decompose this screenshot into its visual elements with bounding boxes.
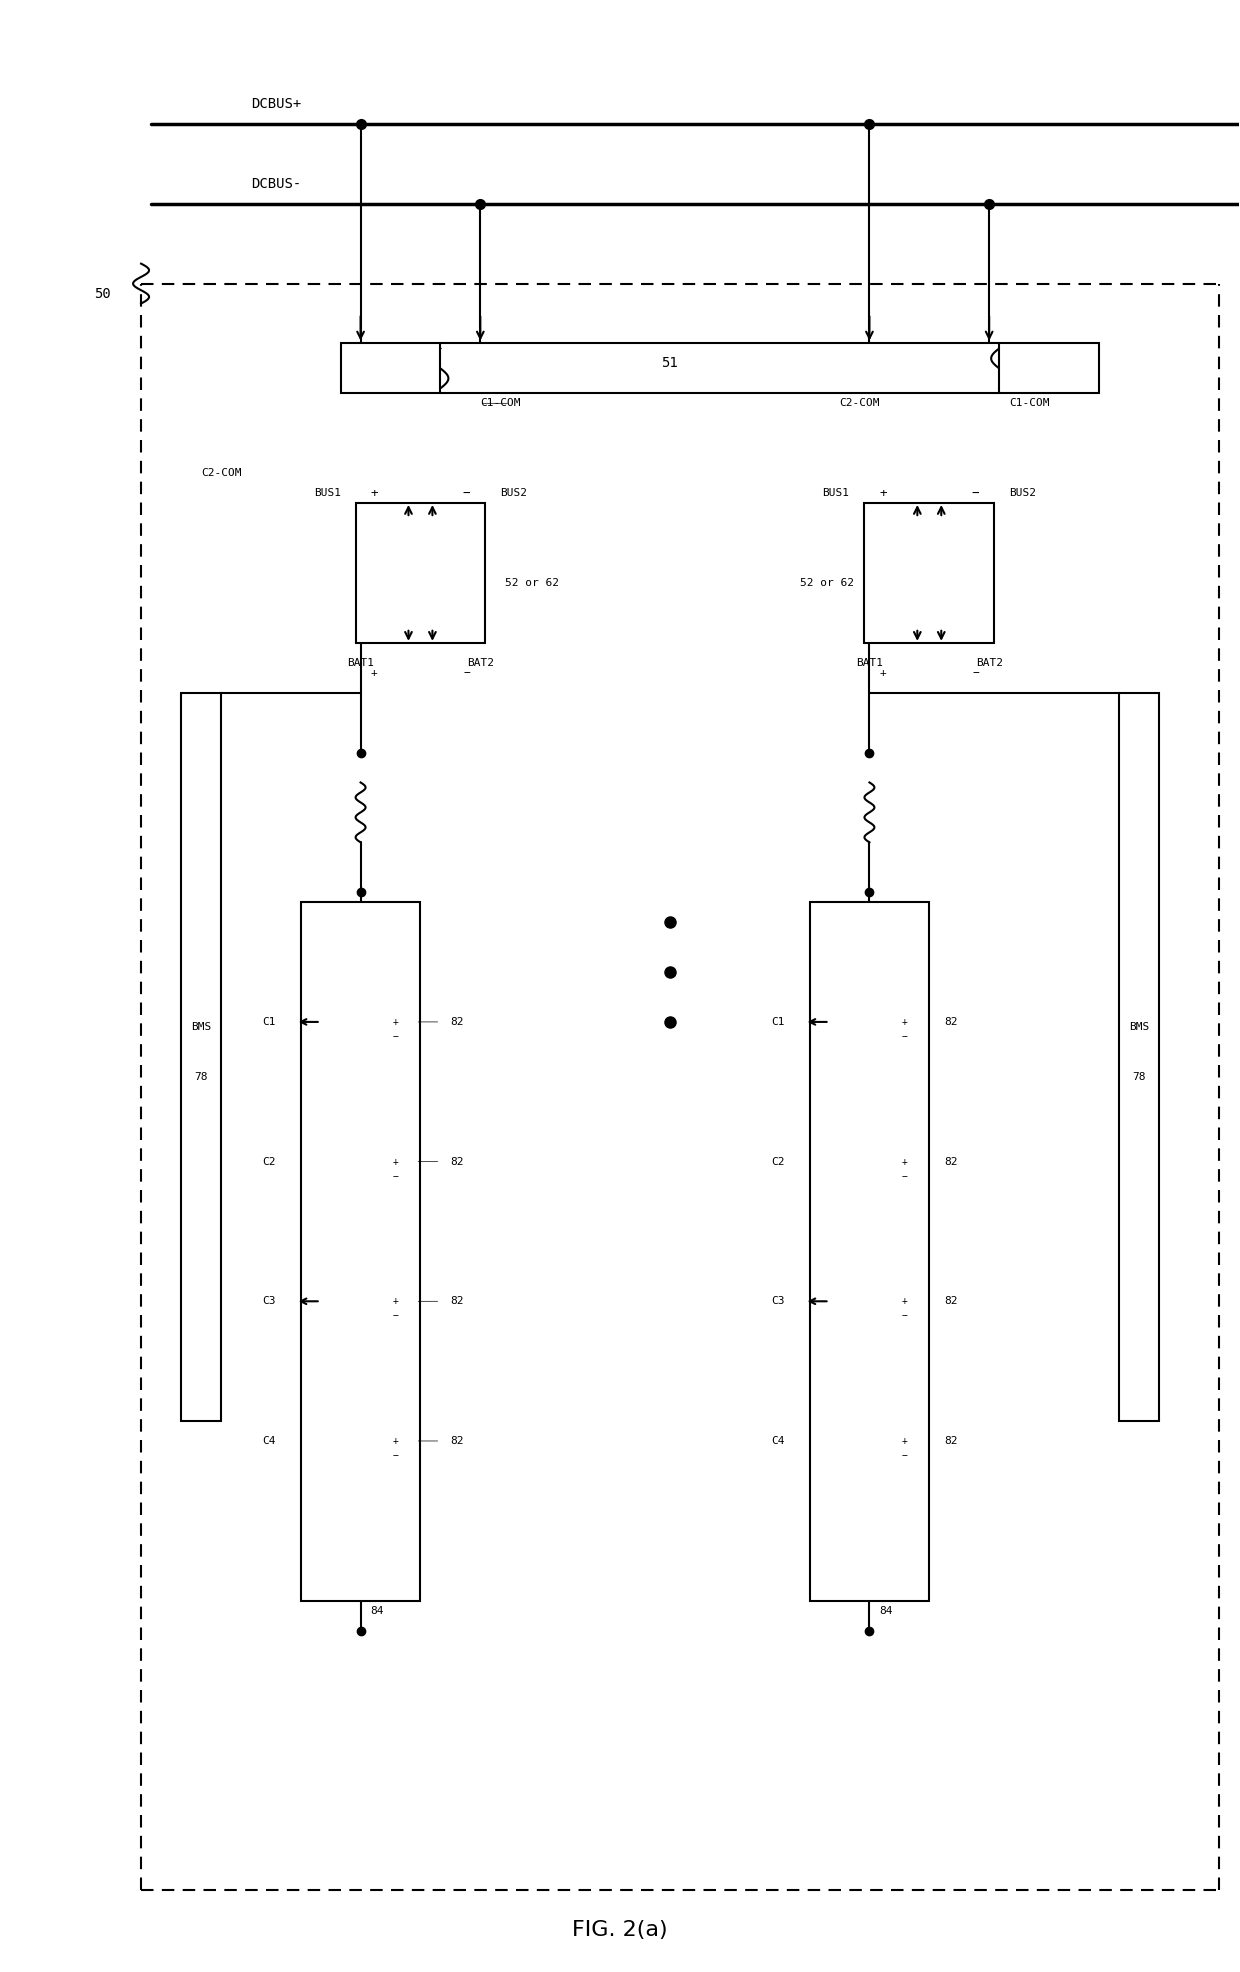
Text: C1: C1 xyxy=(771,1018,785,1027)
Bar xyxy=(341,343,440,392)
Text: BUS1: BUS1 xyxy=(314,489,341,499)
Bar xyxy=(1118,692,1159,1422)
Text: +: + xyxy=(371,487,378,499)
Text: −: − xyxy=(901,1031,908,1041)
Text: C4: C4 xyxy=(263,1436,275,1445)
Text: BAT2: BAT2 xyxy=(976,659,1003,669)
Text: −: − xyxy=(972,669,980,678)
Text: +: + xyxy=(901,1436,908,1445)
Text: BUS2: BUS2 xyxy=(1009,489,1037,499)
Text: 84: 84 xyxy=(879,1605,893,1615)
Text: C2-COM: C2-COM xyxy=(201,467,242,477)
Text: −: − xyxy=(393,1311,398,1321)
Text: +: + xyxy=(879,487,887,499)
Text: 82: 82 xyxy=(450,1018,464,1027)
Text: C3: C3 xyxy=(263,1296,275,1305)
Text: C3: C3 xyxy=(771,1296,785,1305)
Text: C2-COM: C2-COM xyxy=(839,398,880,408)
Text: −: − xyxy=(393,1031,398,1041)
Text: 84: 84 xyxy=(371,1605,384,1615)
Text: 82: 82 xyxy=(945,1018,957,1027)
Text: −: − xyxy=(464,669,470,678)
Text: C2: C2 xyxy=(263,1158,275,1167)
Text: BAT2: BAT2 xyxy=(466,659,494,669)
Bar xyxy=(301,901,420,1601)
Text: 52 or 62: 52 or 62 xyxy=(505,578,559,588)
Text: 78: 78 xyxy=(1132,1073,1146,1083)
Text: FIG. 2(a): FIG. 2(a) xyxy=(572,1921,668,1940)
Text: 50: 50 xyxy=(94,286,112,300)
Text: 82: 82 xyxy=(945,1158,957,1167)
Text: +: + xyxy=(393,1436,398,1445)
Bar xyxy=(181,692,221,1422)
Text: 51: 51 xyxy=(661,357,678,371)
Text: BMS: BMS xyxy=(1128,1021,1149,1031)
Text: C1-COM: C1-COM xyxy=(1009,398,1049,408)
Text: +: + xyxy=(393,1018,398,1027)
Text: DCBUS+: DCBUS+ xyxy=(250,97,301,110)
Text: −: − xyxy=(901,1451,908,1461)
Bar xyxy=(864,503,994,643)
Text: 52 or 62: 52 or 62 xyxy=(801,578,854,588)
Bar xyxy=(999,343,1099,392)
Text: +: + xyxy=(371,669,377,678)
Text: +: + xyxy=(901,1158,908,1167)
Text: +: + xyxy=(393,1296,398,1305)
Text: +: + xyxy=(901,1018,908,1027)
Text: −: − xyxy=(901,1311,908,1321)
Text: C1: C1 xyxy=(263,1018,275,1027)
Bar xyxy=(356,503,485,643)
Text: 82: 82 xyxy=(450,1296,464,1305)
Text: C4: C4 xyxy=(771,1436,785,1445)
Text: BAT1: BAT1 xyxy=(856,659,883,669)
Text: DCBUS-: DCBUS- xyxy=(250,177,301,191)
Text: 78: 78 xyxy=(195,1073,207,1083)
Text: 82: 82 xyxy=(945,1296,957,1305)
Text: 82: 82 xyxy=(450,1436,464,1445)
Text: BAT1: BAT1 xyxy=(347,659,374,669)
Text: +: + xyxy=(393,1158,398,1167)
Text: −: − xyxy=(393,1171,398,1181)
Text: BUS1: BUS1 xyxy=(822,489,849,499)
Bar xyxy=(810,901,929,1601)
Text: 82: 82 xyxy=(450,1158,464,1167)
Text: +: + xyxy=(901,1296,908,1305)
Text: −: − xyxy=(463,487,470,499)
Text: C2: C2 xyxy=(771,1158,785,1167)
Text: −: − xyxy=(393,1451,398,1461)
Text: −: − xyxy=(901,1171,908,1181)
Text: BMS: BMS xyxy=(191,1021,211,1031)
Text: BUS2: BUS2 xyxy=(500,489,527,499)
Text: C1-COM: C1-COM xyxy=(480,398,521,408)
Text: +: + xyxy=(879,669,887,678)
Text: 82: 82 xyxy=(945,1436,957,1445)
Text: −: − xyxy=(972,487,980,499)
